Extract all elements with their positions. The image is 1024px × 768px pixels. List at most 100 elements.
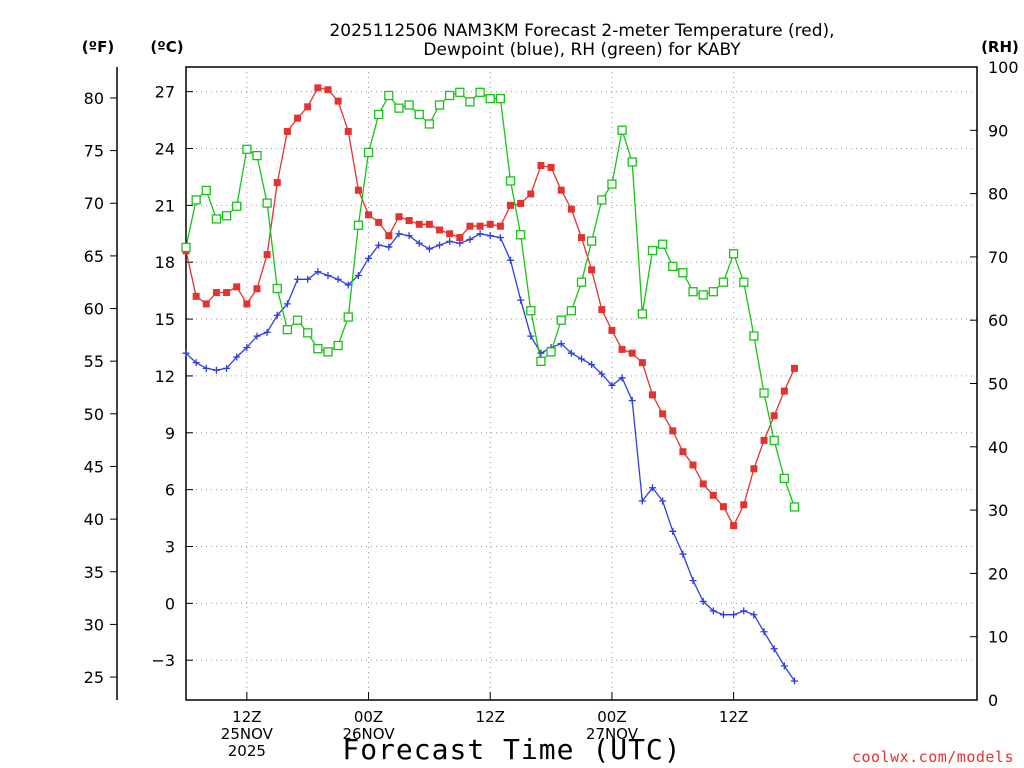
rh-point bbox=[769, 435, 779, 446]
fahrenheit-tick-label: 60 bbox=[84, 300, 104, 319]
temperature-point bbox=[547, 163, 555, 171]
dewpoint-point bbox=[314, 268, 322, 276]
rh-point bbox=[363, 147, 374, 158]
dewpoint-point bbox=[446, 237, 454, 245]
x-tick-label: 26NOV bbox=[342, 725, 395, 743]
dewpoint-point bbox=[740, 607, 748, 615]
temperature-point bbox=[679, 448, 687, 456]
rh-point bbox=[597, 195, 607, 205]
x-tick-label: 12Z bbox=[232, 708, 261, 726]
rh-point bbox=[181, 242, 191, 253]
temperature-line bbox=[185, 87, 796, 528]
rh-point bbox=[576, 277, 587, 287]
rh-point bbox=[708, 287, 718, 297]
dewpoint-point bbox=[557, 340, 565, 348]
fahrenheit-unit-label: (ºF) bbox=[82, 38, 114, 56]
rh-point bbox=[485, 94, 495, 104]
rh-point bbox=[728, 249, 739, 259]
rh-point bbox=[647, 245, 658, 256]
dewpoint-point bbox=[537, 349, 545, 357]
rh-point bbox=[789, 502, 800, 512]
celsius-tick-label: 18 bbox=[155, 253, 175, 272]
dewpoint-point bbox=[466, 235, 474, 243]
temperature-point bbox=[354, 186, 362, 194]
rh-point bbox=[333, 340, 343, 351]
rh-tick-label: 10 bbox=[988, 628, 1008, 647]
temperature-point bbox=[537, 162, 545, 170]
celsius-tick-label: 0 bbox=[165, 594, 175, 613]
temperature-point bbox=[770, 412, 778, 420]
rh-point bbox=[657, 239, 668, 249]
rh-point bbox=[262, 198, 272, 208]
rh-point bbox=[272, 283, 282, 294]
dewpoint-point bbox=[567, 349, 575, 357]
dewpoint-point bbox=[192, 359, 200, 367]
dewpoint-point bbox=[780, 662, 788, 670]
temperature-point bbox=[790, 364, 798, 372]
dewpoint-point bbox=[527, 332, 535, 340]
temperature-point bbox=[699, 480, 707, 488]
rh-point bbox=[343, 312, 353, 322]
dewpoint-point bbox=[486, 232, 494, 240]
celsius-tick-label: 21 bbox=[155, 196, 175, 215]
chart-title-line-1: 2025112506 NAM3KM Forecast 2-meter Tempe… bbox=[329, 21, 834, 41]
dewpoint-series bbox=[182, 230, 798, 685]
rh-point bbox=[526, 306, 536, 316]
rh-point bbox=[252, 150, 262, 161]
temperature-point bbox=[233, 283, 241, 291]
dewpoint-point bbox=[496, 234, 504, 242]
dewpoint-point bbox=[375, 241, 383, 249]
chart-title-line-2: Dewpoint (blue), RH (green) for KABY bbox=[423, 40, 741, 60]
temperature-point bbox=[192, 292, 200, 300]
dewpoint-point bbox=[760, 628, 768, 636]
rh-point bbox=[607, 179, 617, 189]
temperature-point bbox=[212, 289, 220, 297]
dewpoint-point bbox=[283, 300, 291, 308]
rh-point bbox=[627, 157, 637, 167]
temperature-point bbox=[588, 266, 596, 274]
fahrenheit-tick-label: 75 bbox=[84, 142, 104, 161]
rh-point bbox=[353, 220, 364, 230]
dewpoint-point bbox=[233, 353, 241, 361]
x-tick-label: 2025 bbox=[228, 742, 266, 760]
fahrenheit-tick-label: 35 bbox=[84, 563, 104, 582]
dewpoint-point bbox=[405, 232, 413, 240]
dewpoint-point bbox=[385, 243, 393, 251]
rh-tick-label: 20 bbox=[988, 564, 1008, 583]
dewpoint-point bbox=[719, 611, 727, 619]
right-axis: 0 10 20 30 40 50 60 70 80 90 100 bbox=[970, 58, 1019, 710]
dewpoint-point bbox=[679, 550, 687, 558]
dewpoint-point bbox=[344, 281, 352, 289]
dewpoint-point bbox=[334, 275, 342, 283]
temperature-point bbox=[750, 465, 758, 473]
temperature-point bbox=[567, 205, 575, 213]
dewpoint-point bbox=[182, 349, 190, 357]
temperature-point bbox=[253, 285, 261, 293]
temperature-point bbox=[669, 427, 677, 435]
temperature-point bbox=[294, 114, 302, 122]
dewpoint-point bbox=[699, 597, 707, 605]
celsius-tick-label: −3 bbox=[151, 651, 175, 670]
temperature-point bbox=[456, 234, 464, 242]
dewpoint-point bbox=[415, 239, 423, 247]
gridlines bbox=[186, 67, 977, 700]
temperature-point bbox=[659, 410, 667, 418]
rh-point bbox=[566, 306, 577, 316]
temperature-point bbox=[334, 97, 342, 105]
left-axes: 2724211815129630−38075706560555045403530… bbox=[84, 67, 193, 700]
rh-point bbox=[718, 277, 729, 287]
dewpoint-point bbox=[243, 343, 251, 351]
celsius-unit-label: (ºC) bbox=[150, 38, 183, 56]
rh-point bbox=[516, 230, 526, 240]
rh-unit-label: (RH) bbox=[981, 38, 1019, 56]
celsius-tick-label: 6 bbox=[165, 481, 175, 500]
rh-point bbox=[201, 185, 211, 196]
temperature-point bbox=[638, 359, 646, 367]
temperature-point bbox=[304, 103, 312, 111]
rh-point bbox=[313, 344, 323, 354]
temperature-point bbox=[628, 349, 636, 357]
temperature-point bbox=[709, 491, 717, 499]
x-tick-label: 25NOV bbox=[221, 725, 274, 743]
dewpoint-point bbox=[212, 366, 220, 374]
